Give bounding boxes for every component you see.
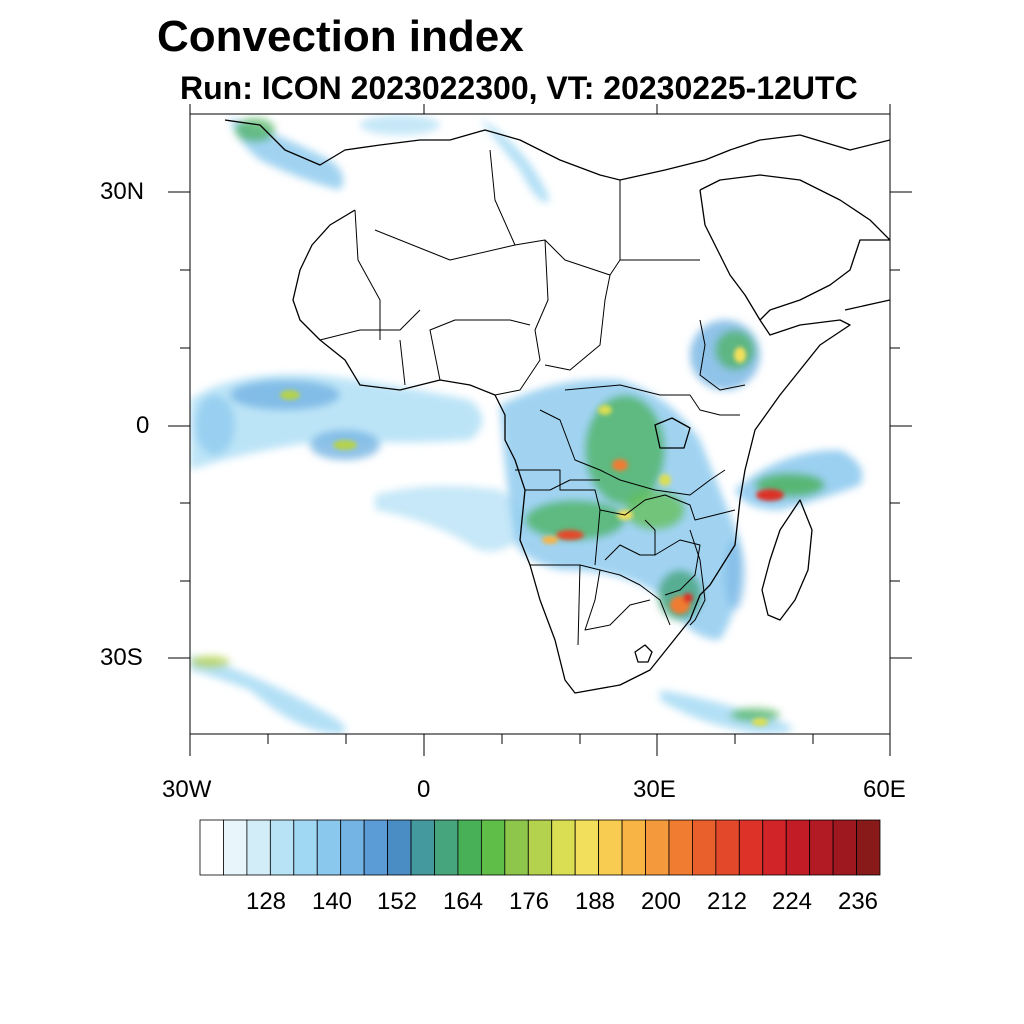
- colorbar-swatch: [527, 819, 553, 876]
- colorbar: [199, 819, 881, 876]
- colorbar-swatch: [504, 819, 529, 876]
- country-borders: [319, 149, 746, 646]
- colorbar-swatch: [340, 819, 365, 876]
- colorbar-label: 200: [640, 888, 682, 915]
- colorbar-swatch: [410, 819, 435, 876]
- colorbar-swatch: [738, 819, 764, 876]
- colorbar-swatch: [668, 819, 693, 876]
- convection-field: [190, 115, 863, 734]
- colorbar-swatch: [293, 819, 318, 876]
- colorbar-label: 212: [706, 888, 748, 915]
- x-tick-label-60e: 60E: [863, 776, 906, 803]
- colorbar-swatch: [621, 819, 646, 876]
- colorbar-swatch: [832, 819, 857, 876]
- chart-subtitle: Run: ICON 2023022300, VT: 20230225-12UTC: [180, 70, 858, 106]
- colorbar-swatch: [598, 819, 623, 876]
- colorbar-swatch: [785, 819, 811, 876]
- map-plot-area: [190, 115, 890, 734]
- colorbar-swatch: [715, 819, 740, 876]
- colorbar-swatch: [434, 819, 459, 876]
- colorbar-swatch: [457, 819, 482, 876]
- coastline-outline: [224, 119, 890, 694]
- y-tick-label-30s: 30S: [100, 644, 143, 671]
- colorbar-swatch: [574, 819, 600, 876]
- colorbar-swatch: [246, 819, 271, 876]
- colorbar-label: 128: [245, 888, 287, 915]
- colorbar-label: 152: [376, 888, 418, 915]
- colorbar-swatch: [856, 819, 881, 876]
- map-frame: [189, 113, 891, 735]
- x-tick-label-30w: 30W: [162, 776, 212, 803]
- colorbar-swatch: [387, 819, 412, 876]
- colorbar-swatch: [809, 819, 834, 876]
- colorbar-label: 236: [837, 888, 879, 915]
- chart-title: Convection index: [157, 12, 524, 61]
- y-tick-label-0: 0: [136, 412, 150, 439]
- axis-ticks: [168, 104, 912, 756]
- colorbar-swatch: [692, 819, 717, 876]
- x-tick-label-30e: 30E: [633, 776, 676, 803]
- colorbar-label: 224: [771, 888, 813, 915]
- colorbar-swatch: [551, 819, 576, 876]
- colorbar-swatch: [269, 819, 295, 876]
- y-tick-label-30n: 30N: [100, 178, 145, 205]
- colorbar-swatch: [316, 819, 342, 876]
- colorbar-label: 188: [574, 888, 616, 915]
- colorbar-swatch: [762, 819, 787, 876]
- colorbar-swatch: [480, 819, 506, 876]
- x-tick-label-0: 0: [417, 776, 431, 803]
- colorbar-swatch: [223, 819, 248, 876]
- colorbar-label: 140: [311, 888, 353, 915]
- colorbar-swatch: [363, 819, 388, 876]
- colorbar-swatch: [645, 819, 670, 876]
- colorbar-swatch: [199, 819, 224, 876]
- colorbar-label: 164: [442, 888, 484, 915]
- colorbar-label: 176: [508, 888, 550, 915]
